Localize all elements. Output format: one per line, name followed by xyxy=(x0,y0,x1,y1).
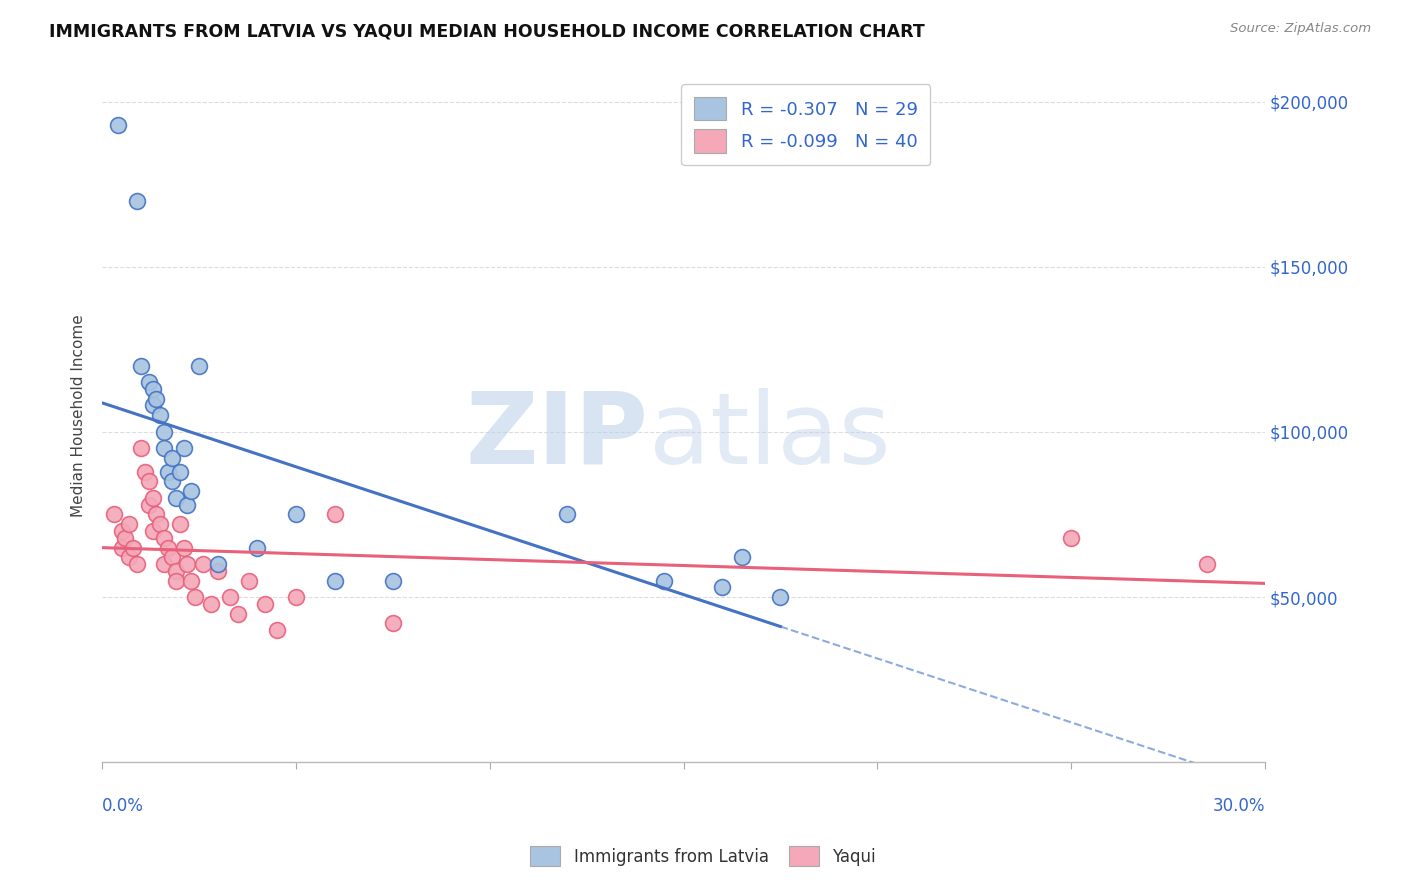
Point xyxy=(169,465,191,479)
Point xyxy=(114,531,136,545)
Point xyxy=(219,590,242,604)
Point xyxy=(142,491,165,505)
Point xyxy=(138,475,160,489)
Point xyxy=(129,359,152,373)
Text: Source: ZipAtlas.com: Source: ZipAtlas.com xyxy=(1230,22,1371,36)
Point xyxy=(127,557,149,571)
Point xyxy=(184,590,207,604)
Point xyxy=(173,541,195,555)
Point xyxy=(107,118,129,132)
Point xyxy=(711,580,734,594)
Point xyxy=(1060,531,1083,545)
Point xyxy=(652,574,675,588)
Point xyxy=(266,623,288,637)
Point xyxy=(103,508,125,522)
Point xyxy=(176,498,198,512)
Point xyxy=(180,574,202,588)
Point xyxy=(207,564,229,578)
Point xyxy=(138,376,160,390)
Point xyxy=(1195,557,1218,571)
Point xyxy=(160,475,183,489)
Point xyxy=(246,541,269,555)
Y-axis label: Median Household Income: Median Household Income xyxy=(72,314,86,516)
Point xyxy=(153,425,176,439)
Point xyxy=(253,597,276,611)
Point xyxy=(138,498,160,512)
Text: 30.0%: 30.0% xyxy=(1212,797,1265,815)
Point xyxy=(160,451,183,466)
Point xyxy=(129,442,152,456)
Point xyxy=(191,557,214,571)
Point xyxy=(200,597,222,611)
Point xyxy=(381,616,404,631)
Point xyxy=(142,399,165,413)
Point xyxy=(110,524,132,538)
Point xyxy=(122,541,145,555)
Point xyxy=(145,392,167,406)
Point xyxy=(149,517,172,532)
Point xyxy=(134,465,156,479)
Point xyxy=(555,508,578,522)
Point xyxy=(118,517,141,532)
Text: ZIP: ZIP xyxy=(465,388,648,484)
Point xyxy=(153,557,176,571)
Point xyxy=(149,409,172,423)
Point xyxy=(153,531,176,545)
Point xyxy=(238,574,260,588)
Point xyxy=(142,382,165,396)
Point xyxy=(769,590,792,604)
Point xyxy=(381,574,404,588)
Point xyxy=(118,550,141,565)
Legend: Immigrants from Latvia, Yaqui: Immigrants from Latvia, Yaqui xyxy=(523,839,883,873)
Point xyxy=(165,491,187,505)
Point xyxy=(145,508,167,522)
Point xyxy=(176,557,198,571)
Point xyxy=(160,550,183,565)
Point xyxy=(169,517,191,532)
Text: 0.0%: 0.0% xyxy=(103,797,143,815)
Text: atlas: atlas xyxy=(648,388,890,484)
Point xyxy=(173,442,195,456)
Point xyxy=(157,541,180,555)
Point xyxy=(323,574,346,588)
Point xyxy=(188,359,211,373)
Point xyxy=(153,442,176,456)
Point xyxy=(142,524,165,538)
Point xyxy=(285,508,308,522)
Point xyxy=(165,574,187,588)
Point xyxy=(157,465,180,479)
Legend: R = -0.307   N = 29, R = -0.099   N = 40: R = -0.307 N = 29, R = -0.099 N = 40 xyxy=(681,85,931,165)
Point xyxy=(226,607,249,621)
Point xyxy=(165,564,187,578)
Point xyxy=(285,590,308,604)
Point xyxy=(207,557,229,571)
Point xyxy=(127,194,149,208)
Point xyxy=(323,508,346,522)
Point xyxy=(180,484,202,499)
Text: IMMIGRANTS FROM LATVIA VS YAQUI MEDIAN HOUSEHOLD INCOME CORRELATION CHART: IMMIGRANTS FROM LATVIA VS YAQUI MEDIAN H… xyxy=(49,22,925,40)
Point xyxy=(110,541,132,555)
Point xyxy=(730,550,752,565)
